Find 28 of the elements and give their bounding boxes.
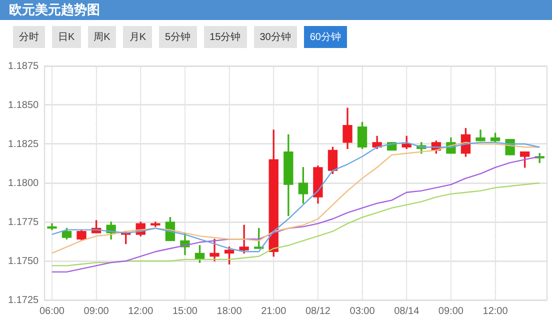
- text: 60分钟: [304, 26, 347, 48]
- y-tick-label: 1.1725: [8, 294, 40, 306]
- y-tick-label: 1.1750: [8, 256, 40, 267]
- y-tick-label: 1.1775: [8, 216, 40, 228]
- text: 月K: [123, 26, 152, 48]
- text: 30分钟: [254, 26, 297, 48]
- candlestick: [150, 222, 160, 228]
- text: 日K: [52, 26, 81, 48]
- y-tick-label: 1.1800: [8, 178, 40, 189]
- x-tick-label: 09:00: [438, 306, 464, 317]
- text: 周K: [88, 26, 116, 48]
- x-tick-label: 12:00: [128, 306, 154, 317]
- x-tick-label: 21:00: [261, 306, 287, 317]
- x-tick-label: 06:00: [39, 306, 65, 317]
- x-tick-label: 08/12: [305, 306, 331, 317]
- x-tick-label: 15:00: [172, 306, 198, 317]
- chart-title: 欧元美元趋势图: [0, 0, 552, 20]
- x-tick-label: 09:00: [84, 306, 110, 317]
- text: 5分钟: [159, 26, 197, 48]
- x-tick-label: 12:00: [482, 306, 508, 317]
- text: 15分钟: [204, 26, 247, 48]
- y-tick-label: 1.1875: [8, 60, 40, 72]
- x-tick-label: 03:00: [350, 306, 376, 317]
- x-tick-label: 08/14: [394, 306, 420, 317]
- text: 分时: [13, 26, 45, 48]
- y-tick-label: 1.1825: [8, 138, 40, 150]
- x-tick-label: 18:00: [216, 306, 242, 317]
- y-tick-label: 1.1850: [8, 100, 40, 111]
